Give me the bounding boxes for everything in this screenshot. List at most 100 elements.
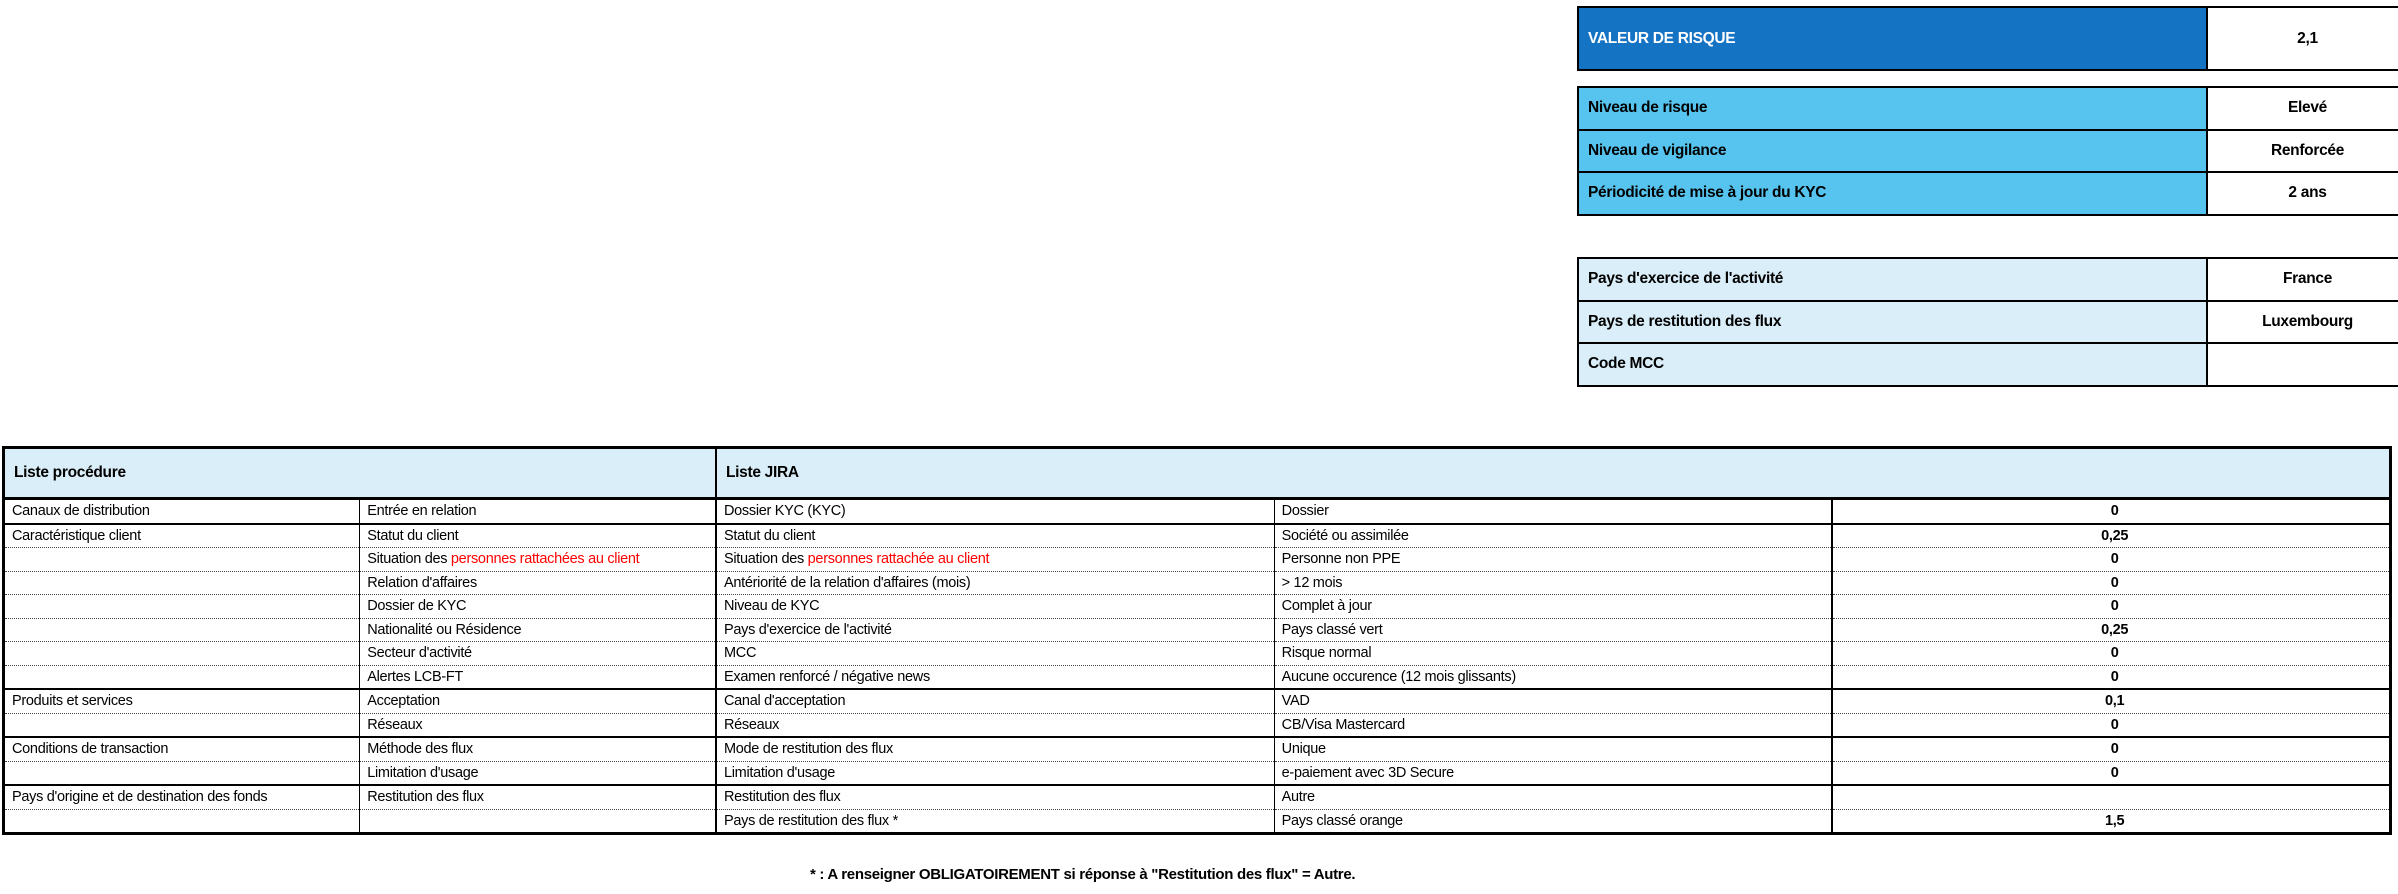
cell-score[interactable]: 0,1 bbox=[1832, 689, 2391, 714]
cell-answer[interactable]: > 12 mois bbox=[1274, 571, 1834, 595]
cell-answer[interactable]: Pays classé orange bbox=[1274, 809, 1834, 834]
cell-item: Limitation d'usage bbox=[359, 761, 718, 786]
cell-item: Statut du client bbox=[359, 523, 718, 548]
table-row: Code MCC bbox=[1577, 342, 2398, 387]
cell-answer[interactable]: e-paiement avec 3D Secure bbox=[1274, 761, 1834, 786]
jira-text: Dossier KYC (KYC) bbox=[724, 503, 846, 520]
jira-text: Pays de restitution des flux * bbox=[724, 812, 898, 829]
cell-item: Nationalité ou Résidence bbox=[359, 618, 718, 642]
item-text: Acceptation bbox=[367, 693, 440, 710]
cell-answer[interactable]: Aucune occurence (12 mois glissants) bbox=[1274, 665, 1834, 690]
cell-answer[interactable]: VAD bbox=[1274, 689, 1834, 714]
cell-category bbox=[3, 571, 361, 595]
jira-text: Examen renforcé / négative news bbox=[724, 668, 930, 685]
cell-category bbox=[3, 594, 361, 619]
cell-jira: Mode de restitution des flux bbox=[716, 737, 1275, 762]
cell-jira: Réseaux bbox=[716, 713, 1275, 738]
table-row: Limitation d'usage Limitation d'usage e-… bbox=[3, 761, 2391, 786]
cell-score[interactable]: 0 bbox=[1832, 713, 2391, 738]
cell-score[interactable]: 0 bbox=[1832, 498, 2391, 525]
jira-text: Limitation d'usage bbox=[724, 764, 836, 781]
table-row: VALEUR DE RISQUE 2,1 bbox=[1577, 6, 2398, 71]
risk-value-cell[interactable]: 2,1 bbox=[2206, 6, 2398, 71]
cell-score[interactable]: 0 bbox=[1832, 641, 2391, 666]
cell-item bbox=[359, 809, 718, 834]
jira-text: Niveau de KYC bbox=[724, 598, 820, 615]
cell-answer[interactable]: Risque normal bbox=[1274, 641, 1834, 666]
table-row: Produits et services Acceptation Canal d… bbox=[3, 689, 2391, 714]
cell-jira: Dossier KYC (KYC) bbox=[716, 498, 1275, 525]
item-text: Réseaux bbox=[367, 716, 423, 733]
cell-score[interactable]: 0,25 bbox=[1832, 618, 2391, 642]
jira-text: Antériorité de la relation d'affaires (m… bbox=[724, 574, 971, 591]
risk-value-label: VALEUR DE RISQUE bbox=[1577, 6, 2208, 71]
cell-answer[interactable]: CB/Visa Mastercard bbox=[1274, 713, 1834, 738]
cell-item: Secteur d'activité bbox=[359, 641, 718, 666]
mcc-code-label: Code MCC bbox=[1577, 342, 2208, 387]
item-text: Situation des bbox=[367, 551, 451, 568]
table-row: Situation des personnes rattachées au cl… bbox=[3, 547, 2391, 572]
kyc-period-label: Périodicité de mise à jour du KYC bbox=[1577, 171, 2208, 216]
cell-category: Conditions de transaction bbox=[3, 737, 361, 762]
cell-score[interactable]: 0 bbox=[1832, 737, 2391, 762]
cell-score[interactable]: 1,5 bbox=[2105, 812, 2125, 829]
cell-item: Réseaux bbox=[359, 713, 718, 738]
cell-category: Caractéristique client bbox=[3, 523, 361, 548]
cell-answer[interactable]: Pays classé vert bbox=[1274, 618, 1834, 642]
cell-score[interactable] bbox=[1832, 785, 2391, 810]
cell-jira: Antériorité de la relation d'affaires (m… bbox=[716, 571, 1275, 595]
cell-answer[interactable]: Complet à jour bbox=[1274, 594, 1834, 619]
cell-item: Restitution des flux bbox=[359, 785, 718, 810]
cell-category: Pays d'origine et de destination des fon… bbox=[3, 785, 361, 810]
vigilance-level-cell[interactable]: Renforcée bbox=[2206, 128, 2398, 173]
cell-jira: Pays d'exercice de l'activité bbox=[716, 618, 1275, 642]
item-text: Secteur d'activité bbox=[367, 645, 472, 662]
jira-text: Canal d'acceptation bbox=[724, 693, 846, 710]
header-liste-jira: Liste JIRA bbox=[716, 447, 2391, 500]
cell-answer[interactable]: Dossier bbox=[1274, 498, 1834, 525]
jira-text: Statut du client bbox=[724, 527, 816, 544]
cell-score[interactable]: 0 bbox=[1832, 761, 2391, 786]
table-row: Relation d'affaires Antériorité de la re… bbox=[3, 571, 2391, 595]
cell-category: Canaux de distribution bbox=[3, 498, 361, 525]
cell-score[interactable]: 0 bbox=[1832, 571, 2391, 595]
cell-answer[interactable]: Personne non PPE bbox=[1274, 547, 1834, 572]
table-row: Niveau de risque Elevé bbox=[1577, 86, 2398, 131]
cell-jira: Niveau de KYC bbox=[716, 594, 1275, 619]
cell-category: Produits et services bbox=[3, 689, 361, 714]
cell-score[interactable]: 0 bbox=[1832, 594, 2391, 619]
footnote: * : A renseigner OBLIGATOIREMENT si répo… bbox=[810, 866, 1356, 883]
cell-score[interactable]: 0 bbox=[1832, 547, 2391, 572]
mcc-code-cell[interactable] bbox=[2206, 342, 2398, 387]
risk-level-cell[interactable]: Elevé bbox=[2206, 86, 2398, 131]
jira-text: Réseaux bbox=[724, 716, 780, 733]
item-text: Nationalité ou Résidence bbox=[367, 621, 522, 638]
header-row: Liste procédure Liste JIRA bbox=[3, 447, 2391, 500]
cell-category bbox=[3, 547, 361, 572]
cell-jira: Pays de restitution des flux * bbox=[716, 809, 1275, 834]
cell-answer[interactable]: Unique bbox=[1274, 737, 1834, 762]
cell-item: Entrée en relation bbox=[359, 498, 718, 525]
cell-answer[interactable]: Autre bbox=[1274, 785, 1834, 810]
table-row: Pays de restitution des flux * Pays clas… bbox=[3, 809, 2391, 834]
table-row: Canaux de distribution Entrée en relatio… bbox=[3, 498, 2391, 525]
country-activity-cell[interactable]: France bbox=[2206, 257, 2398, 302]
cell-item: Dossier de KYC bbox=[359, 594, 718, 619]
cell-item: Alertes LCB-FT bbox=[359, 665, 718, 690]
cell-score[interactable]: 0,25 bbox=[1832, 523, 2391, 548]
scoring-table: Liste procédure Liste JIRA Canaux de dis… bbox=[2, 446, 2392, 835]
cell-answer[interactable]: Société ou assimilée bbox=[1274, 523, 1834, 548]
country-flux-cell[interactable]: Luxembourg bbox=[2206, 299, 2398, 344]
cell-category bbox=[3, 809, 361, 834]
cell-category bbox=[3, 665, 361, 690]
cell-item: Méthode des flux bbox=[359, 737, 718, 762]
table-row: Périodicité de mise à jour du KYC 2 ans bbox=[1577, 171, 2398, 216]
kyc-period-cell[interactable]: 2 ans bbox=[2206, 171, 2398, 216]
cell-score[interactable]: 0 bbox=[1832, 665, 2391, 690]
jira-text: MCC bbox=[724, 645, 757, 662]
jira-text: Mode de restitution des flux bbox=[724, 741, 893, 758]
item-text: Dossier de KYC bbox=[367, 598, 467, 615]
table-row: Pays d'exercice de l'activité France bbox=[1577, 257, 2398, 302]
item-text: Statut du client bbox=[367, 527, 459, 544]
